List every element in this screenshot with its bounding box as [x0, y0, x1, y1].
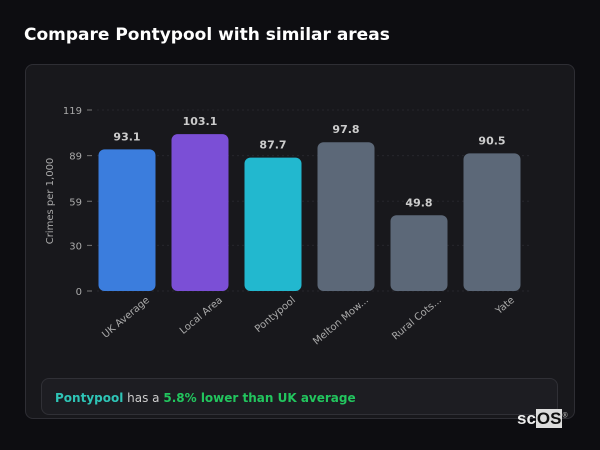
x-tick-label: Melton Mow... [311, 295, 371, 348]
summary-comparison: 5.8% lower than UK average [163, 391, 356, 405]
y-tick-label: 119 [63, 106, 82, 117]
y-axis-label: Crimes per 1,000 [45, 158, 56, 245]
summary-place: Pontypool [55, 391, 124, 405]
y-tick-label: 59 [69, 197, 82, 208]
x-tick-label: UK Average [100, 295, 152, 341]
scos-logo: scOS® [517, 409, 568, 428]
summary-text: has a [123, 391, 164, 405]
x-tick-label: Yate [493, 295, 517, 318]
bar-value-label: 103.1 [183, 115, 218, 128]
page-title: Compare Pontypool with similar areas [24, 25, 390, 45]
bar [171, 134, 229, 291]
y-tick-label: 0 [76, 287, 82, 298]
bar-value-label: 87.7 [259, 139, 286, 152]
bar-value-label: 90.5 [478, 134, 505, 147]
bar [317, 142, 375, 291]
y-tick-label: 89 [69, 152, 82, 163]
bar [244, 157, 302, 291]
y-tick-label: 30 [69, 241, 82, 252]
bar-value-label: 49.8 [405, 196, 432, 209]
bar-value-label: 97.8 [332, 123, 359, 136]
x-tick-label: Local Area [178, 295, 225, 337]
summary-box: Pontypool has a 5.8% lower than UK avera… [41, 378, 558, 415]
bar [98, 149, 156, 291]
x-tick-label: Pontypool [253, 295, 298, 335]
x-tick-label: Rural Cots... [390, 295, 444, 343]
bar [390, 215, 448, 291]
bar-value-label: 93.1 [113, 130, 140, 143]
bar [463, 153, 521, 291]
